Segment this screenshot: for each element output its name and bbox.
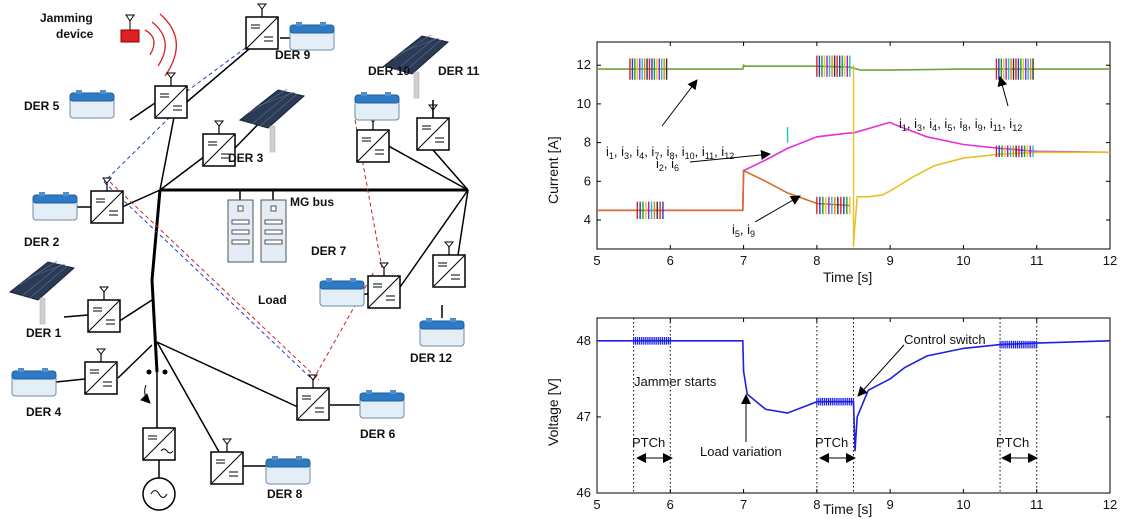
der11-label: DER 11	[438, 64, 480, 78]
der12-converter	[432, 241, 466, 288]
voltage-chart: 5 6 7 8 9 10 11 12 46 47 48 Voltage [V] Time [s] J…	[545, 317, 1117, 517]
voltage-xlabel: Time [s]	[823, 501, 872, 517]
der1-converter	[87, 286, 121, 333]
comm-links	[103, 37, 383, 381]
xtick-label: 9	[887, 497, 894, 512]
current-annotation-1: i1, i3, i4, i7, i8, i10, i11, i12	[606, 79, 734, 161]
ytick-label: 8	[584, 135, 591, 150]
der4-converter	[84, 348, 118, 395]
jamming-label-line1: Jamming	[40, 11, 93, 25]
ptch-annotation-3: PTCh	[996, 435, 1038, 463]
load-servers	[227, 199, 287, 263]
ytick-label: 46	[577, 485, 591, 500]
current-noise-bursts	[629, 55, 1034, 248]
der9-battery	[289, 21, 335, 51]
svg-text:i1, i3, i4, i5, i8, i9, i11, i: i1, i3, i4, i5, i8, i9, i11, i12	[899, 116, 1022, 133]
der9-label: DER 9	[275, 48, 311, 62]
load-label: Load	[258, 293, 287, 307]
xtick-label: 6	[667, 253, 674, 268]
der10-converter	[356, 116, 390, 163]
der5-battery	[69, 89, 115, 119]
ytick-label: 10	[577, 96, 591, 111]
der4-label: DER 4	[26, 405, 62, 419]
xtick-label: 10	[956, 253, 970, 268]
der7-battery	[319, 277, 365, 307]
xtick-label: 7	[740, 497, 747, 512]
xtick-label: 8	[813, 253, 820, 268]
xtick-label: 12	[1103, 497, 1117, 512]
grid-switch	[140, 369, 168, 428]
der1-solar-panel	[9, 260, 75, 325]
der2-converter	[90, 177, 124, 224]
voltage-ylabel: Voltage [V]	[545, 378, 561, 446]
svg-text:Jammer starts: Jammer starts	[634, 374, 717, 389]
voltage-ticks: 5 6 7 8 9 10 11 12 46 47 48	[577, 318, 1117, 512]
svg-text:i1, i3, i4, i7, i8, i10, i11,: i1, i3, i4, i7, i8, i10, i11, i12	[606, 144, 734, 161]
current-ylabel: Current [A]	[545, 136, 561, 204]
ytick-label: 48	[577, 333, 591, 348]
der10-battery	[354, 91, 400, 121]
voltage-noise-bursts	[633, 337, 1038, 406]
der12-battery	[419, 317, 465, 347]
xtick-label: 9	[887, 253, 894, 268]
der10-label: DER 10	[368, 64, 410, 78]
svg-text:PTCh: PTCh	[996, 435, 1029, 450]
current-xlabel: Time [s]	[823, 269, 872, 285]
jamming-label-line2: device	[56, 27, 94, 41]
der5-label: DER 5	[24, 99, 60, 113]
xtick-label: 10	[956, 497, 970, 512]
der5-converter	[154, 72, 188, 119]
der7-converter	[367, 262, 401, 309]
der12-label: DER 12	[410, 351, 452, 365]
grid-converter	[142, 427, 176, 511]
xtick-label: 5	[593, 253, 600, 268]
der3-label: DER 3	[228, 151, 264, 165]
der4-battery	[11, 367, 57, 397]
current-annotation-4: i1, i3, i4, i5, i8, i9, i11, i12	[899, 76, 1022, 133]
ptch-annotation-1: PTCh	[632, 435, 673, 463]
der11-converter	[416, 104, 450, 151]
ytick-label: 6	[584, 173, 591, 188]
mg-bus-label: MG bus	[290, 195, 334, 209]
load-variation-annotation: Load variation	[700, 394, 782, 459]
der6-label: DER 6	[360, 427, 396, 441]
der6-battery	[359, 389, 405, 419]
xtick-label: 7	[740, 253, 747, 268]
ytick-label: 12	[577, 57, 591, 72]
der7-label: DER 7	[311, 244, 347, 258]
svg-text:PTCh: PTCh	[632, 435, 665, 450]
der1-label: DER 1	[26, 326, 62, 340]
microgrid-diagram: Jamming device	[9, 3, 480, 511]
xtick-label: 12	[1103, 253, 1117, 268]
xtick-label: 11	[1030, 497, 1044, 512]
der6-converter	[296, 374, 330, 421]
control-switch-annotation: Control switch	[857, 332, 986, 397]
trunk-line	[150, 189, 162, 373]
svg-text:Control switch: Control switch	[904, 332, 986, 347]
jamming-device	[120, 13, 178, 77]
der2-battery	[32, 191, 78, 221]
der8-battery	[265, 455, 311, 485]
xtick-label: 11	[1030, 253, 1044, 268]
ptch-annotation-2: PTCh	[815, 435, 856, 463]
xtick-label: 6	[667, 497, 674, 512]
series-line-3	[852, 151, 1110, 244]
der3-solar-panel	[239, 88, 305, 153]
der8-label: DER 8	[267, 487, 303, 501]
ytick-label: 47	[577, 409, 591, 424]
jammer-starts-annotation: Jammer starts	[634, 374, 717, 389]
xtick-label: 5	[593, 497, 600, 512]
xtick-label: 8	[813, 497, 820, 512]
ytick-label: 4	[584, 212, 591, 227]
der9-converter	[245, 3, 279, 50]
svg-text:Load variation: Load variation	[700, 444, 782, 459]
der2-label: DER 2	[24, 235, 60, 249]
current-ticks: 5 6 7 8 9 10 11 12 4 6 8 10 12	[577, 42, 1117, 268]
svg-text:PTCh: PTCh	[815, 435, 848, 450]
